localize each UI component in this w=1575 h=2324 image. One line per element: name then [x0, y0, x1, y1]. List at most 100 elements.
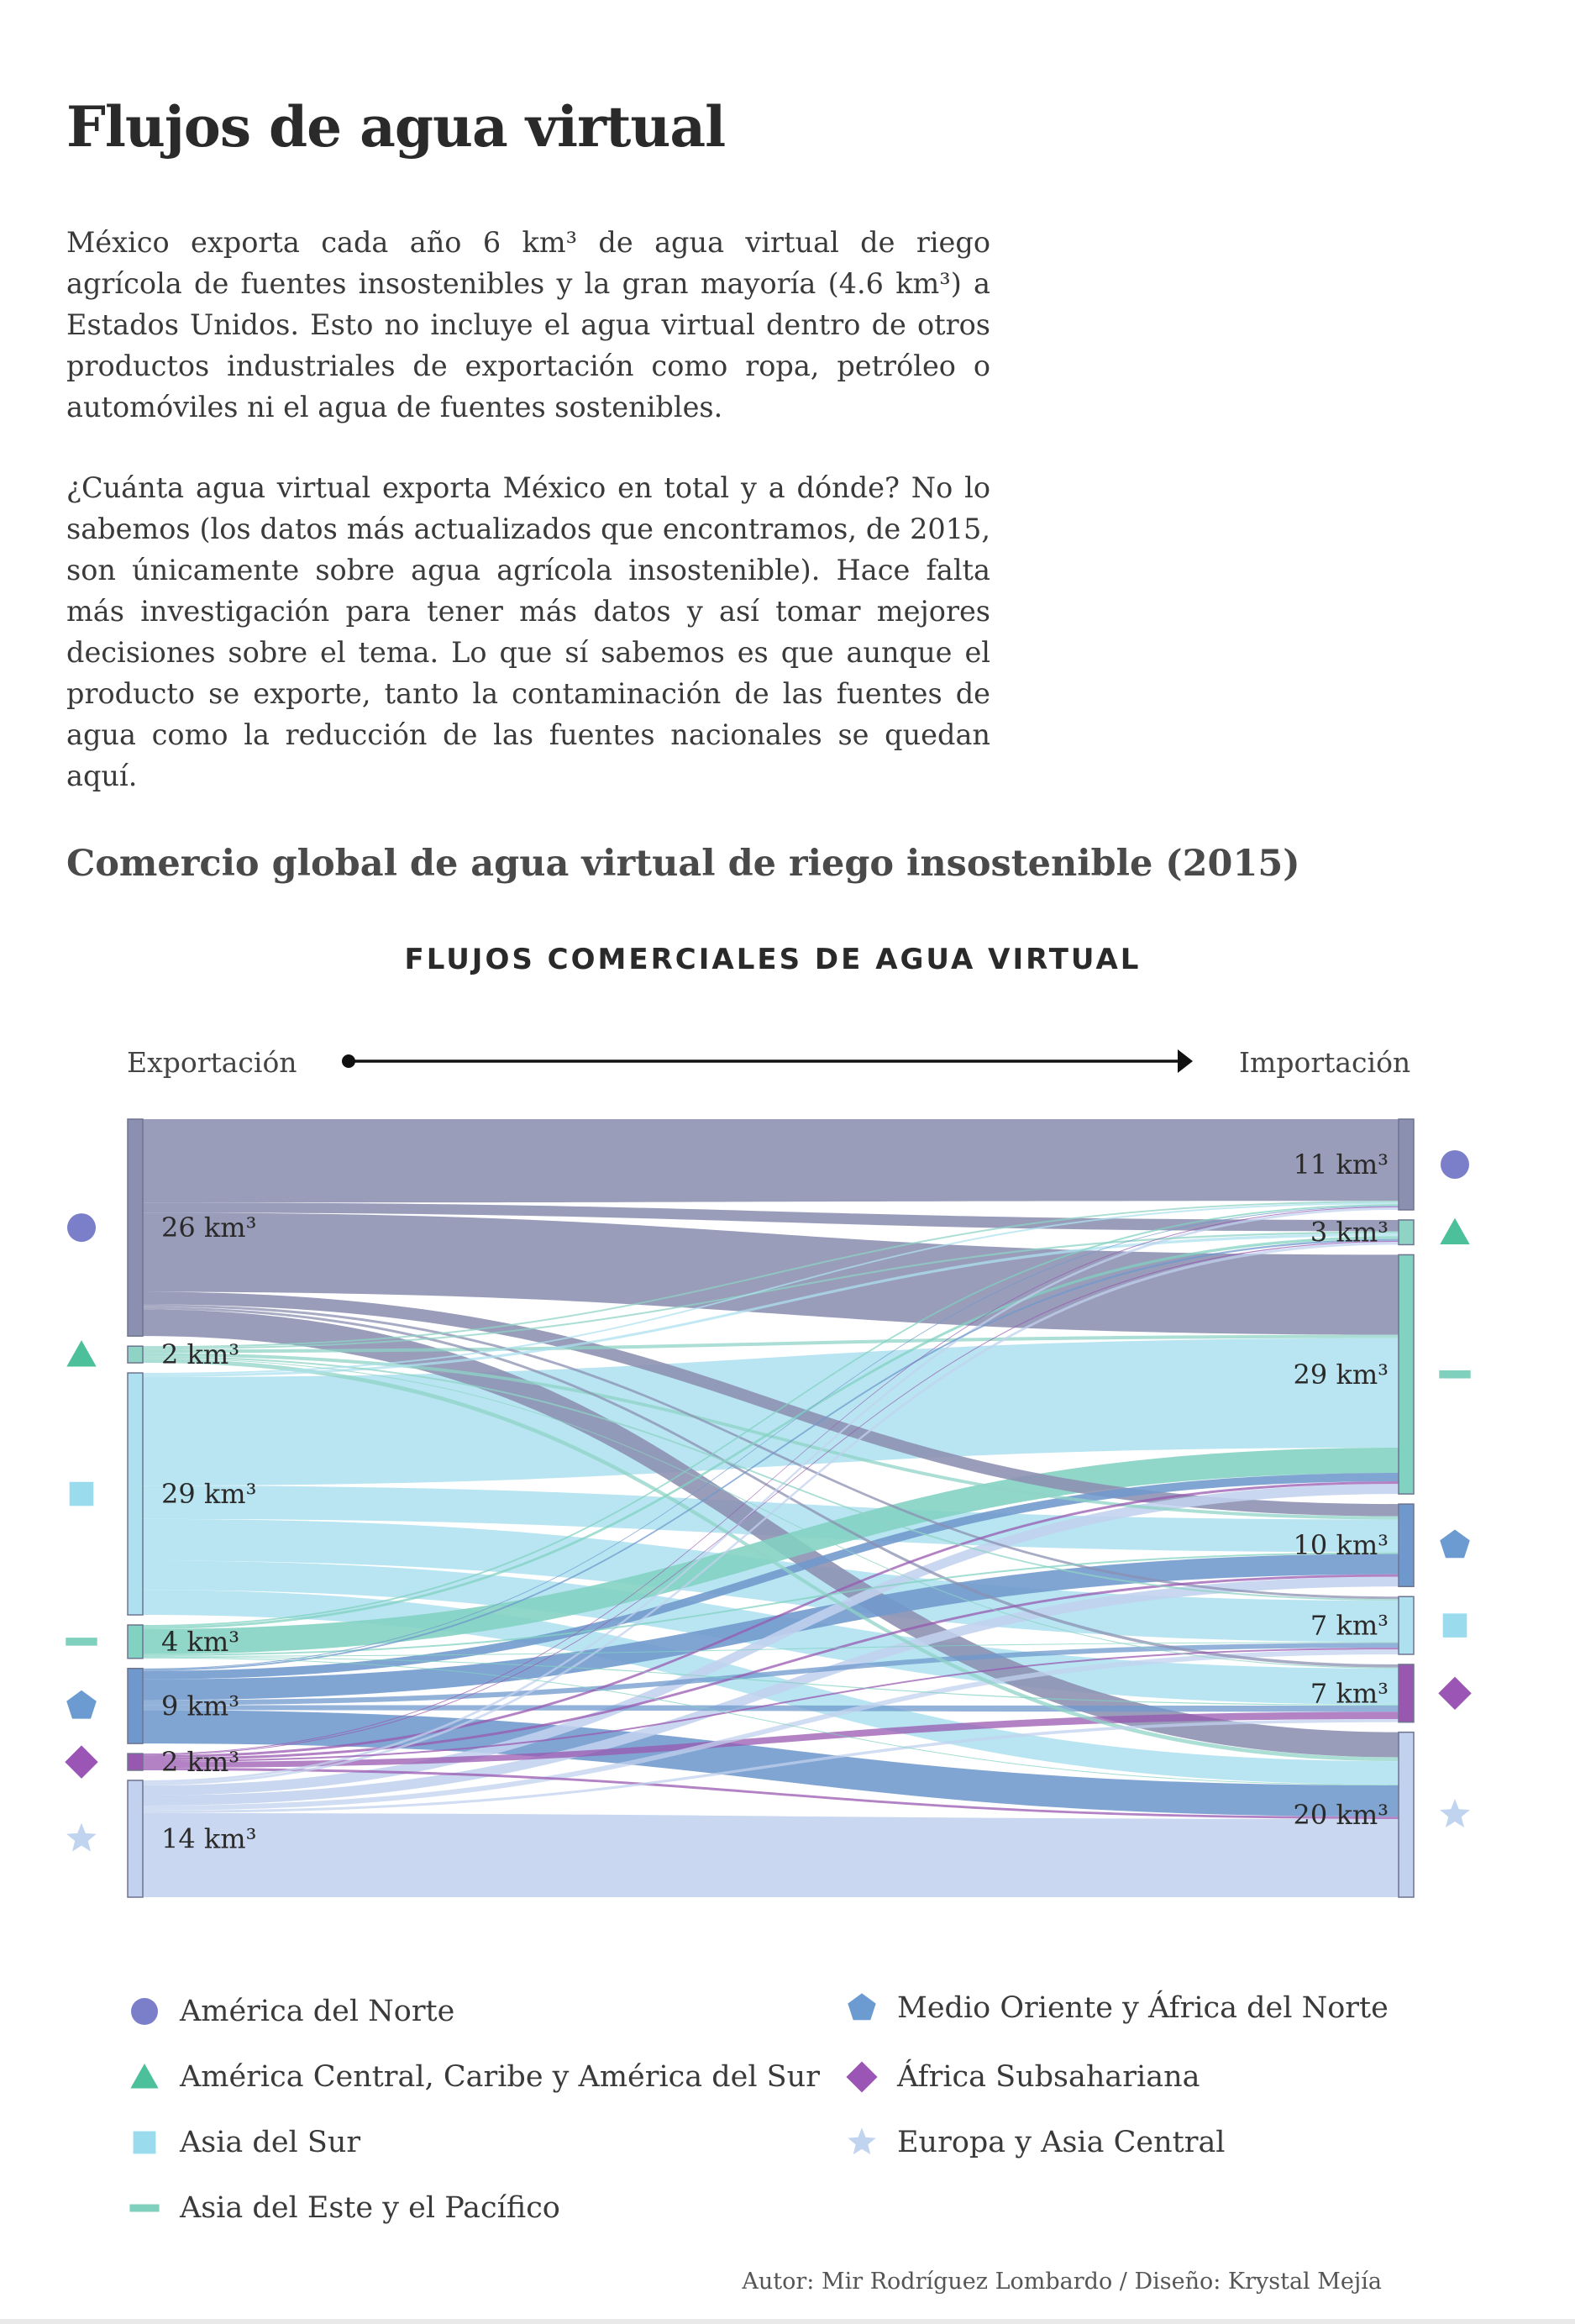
question-paragraph: ¿Cuánta agua virtual exporta México en t…	[66, 471, 990, 792]
flow-sa-to-na	[143, 1202, 1399, 1375]
import-pentagon-icon-me	[1440, 1529, 1470, 1559]
flow-na-to-sa	[143, 1304, 1399, 1600]
flow-la-to-ea	[143, 1334, 1399, 1354]
flow-ea-to-af	[143, 1656, 1399, 1706]
flow-me-to-sa	[143, 1643, 1399, 1706]
sankey-diagram: 26 km³ 2 km³ 29 km³ 4 km³ 9 km³ 2 km³ 14 km³ 11…	[65, 1049, 1472, 1898]
export-star-icon-eu	[66, 1822, 97, 1852]
import-node-eu	[1398, 1731, 1415, 1898]
flow-af-to-ea	[143, 1481, 1399, 1759]
legend-item-eu: Europa y Asia Central	[845, 2126, 1226, 2159]
flow-me-to-af	[143, 1705, 1399, 1712]
import-dash-icon-ea	[1439, 1370, 1471, 1379]
flow-eu-to-eu	[143, 1812, 1399, 1897]
export-value-label-me: 9 km³	[161, 1690, 239, 1722]
export-node-na	[127, 1118, 144, 1337]
flow-eu-to-la	[143, 1242, 1399, 1785]
export-node-me	[127, 1667, 144, 1744]
import-value-label-ea: 29 km³	[1294, 1359, 1389, 1391]
flow-me-to-eu	[143, 1710, 1399, 1817]
flow-ea-to-me	[143, 1552, 1399, 1656]
flow-na-to-af	[143, 1307, 1399, 1668]
import-axis-label: Importación	[1239, 1046, 1411, 1079]
legend-item-sa: Asia del Sur	[128, 2126, 360, 2159]
nodes-layer	[127, 1118, 1415, 1898]
import-value-label-sa: 7 km³	[1310, 1610, 1389, 1642]
import-node-me	[1398, 1503, 1415, 1588]
credits: Autor: Mir Rodríguez Lombardo / Diseño: …	[742, 2269, 1382, 2295]
export-pentagon-icon-me	[66, 1690, 97, 1719]
flows-layer	[143, 1119, 1399, 1897]
export-node-af	[127, 1753, 144, 1771]
export-value-label-eu: 14 km³	[161, 1822, 256, 1854]
legend-item-af: África Subsahariana	[845, 2060, 1200, 2094]
export-value-label-la: 2 km³	[161, 1338, 239, 1370]
flow-na-to-la	[143, 1202, 1399, 1232]
export-node-eu	[127, 1780, 144, 1898]
flow-la-to-la	[143, 1231, 1399, 1350]
legend-item-ea: Asia del Este y el Pacífico	[128, 2191, 560, 2225]
flow-ea-to-na	[143, 1204, 1399, 1627]
legend-label: Asia del Este y el Pacífico	[180, 2191, 560, 2225]
flow-af-to-sa	[143, 1648, 1399, 1763]
flow-la-to-eu	[143, 1359, 1399, 1762]
export-value-label-na: 26 km³	[161, 1212, 256, 1243]
flow-ea-to-ea	[143, 1447, 1399, 1654]
flow-af-to-la	[143, 1240, 1399, 1756]
flow-eu-to-ea	[143, 1484, 1399, 1796]
flow-eu-to-sa	[143, 1649, 1399, 1811]
legend-triangle-icon	[130, 2064, 159, 2089]
import-value-label-af: 7 km³	[1310, 1677, 1389, 1709]
flow-ea-to-la	[143, 1236, 1399, 1629]
intro-paragraph: México exporta cada año 6 km³ de agua vi…	[66, 226, 990, 423]
export-triangle-icon-la	[66, 1340, 97, 1367]
flow-eu-to-na	[143, 1207, 1399, 1783]
export-node-la	[127, 1345, 144, 1364]
legend-item-na: América del Norte	[128, 1995, 454, 2028]
flow-na-to-na	[143, 1119, 1399, 1203]
legend-pentagon-icon	[848, 1993, 876, 2021]
figure-subtitle: Comercio global de agua virtual de riego…	[66, 843, 1300, 885]
export-value-label-af: 2 km³	[161, 1746, 239, 1778]
labels-layer: 26 km³ 2 km³ 29 km³ 4 km³ 9 km³ 2 km³ 14 km³ 11…	[161, 1149, 1389, 1854]
import-node-ea	[1398, 1254, 1415, 1495]
flow-sa-to-me	[143, 1485, 1399, 1553]
legend-diamond-icon	[846, 2061, 878, 2093]
legend-item-la: América Central, Caribe y América del Su…	[128, 2060, 820, 2094]
flow-me-to-ea	[143, 1473, 1399, 1680]
import-node-af	[1398, 1664, 1415, 1723]
export-axis-label: Exportación	[127, 1046, 297, 1079]
flow-na-to-me	[143, 1291, 1399, 1517]
page-title: Flujos de agua virtual	[66, 94, 726, 160]
flow-la-to-me	[143, 1353, 1399, 1520]
legend-label: África Subsahariana	[897, 2060, 1200, 2094]
import-square-icon-sa	[1442, 1613, 1467, 1638]
flow-eu-to-me	[143, 1576, 1399, 1806]
legend-label: Asia del Sur	[180, 2126, 361, 2159]
symbols-layer	[65, 1149, 1472, 1852]
chart-title: FLUJOS COMERCIALES DE AGUA VIRTUAL	[404, 943, 1142, 976]
legend-square-icon	[133, 2131, 156, 2154]
import-node-sa	[1398, 1596, 1415, 1655]
flow-af-to-eu	[143, 1767, 1399, 1819]
export-square-icon-sa	[69, 1481, 94, 1506]
bottom-divider	[0, 2319, 1575, 2324]
flow-af-to-na	[143, 1207, 1399, 1755]
import-value-label-me: 10 km³	[1294, 1529, 1389, 1561]
export-node-sa	[127, 1372, 144, 1616]
flow-la-to-sa	[143, 1356, 1399, 1601]
legend-label: Medio Oriente y África del Norte	[897, 1991, 1389, 2025]
import-triangle-icon-la	[1440, 1217, 1470, 1244]
flow-af-to-af	[143, 1711, 1399, 1768]
flow-me-to-me	[143, 1554, 1399, 1701]
legend-item-me: Medio Oriente y África del Norte	[845, 1991, 1389, 2025]
legend-circle-icon	[131, 1998, 158, 2025]
flow-la-to-na	[143, 1201, 1399, 1349]
export-node-ea	[127, 1624, 144, 1659]
flow-eu-to-af	[143, 1718, 1399, 1813]
flow-af-to-me	[143, 1574, 1399, 1761]
legend-label: América del Norte	[180, 1995, 455, 2028]
flow-ea-to-sa	[143, 1642, 1399, 1657]
legend-label: Europa y Asia Central	[897, 2126, 1226, 2159]
flow-me-to-la	[143, 1238, 1399, 1671]
